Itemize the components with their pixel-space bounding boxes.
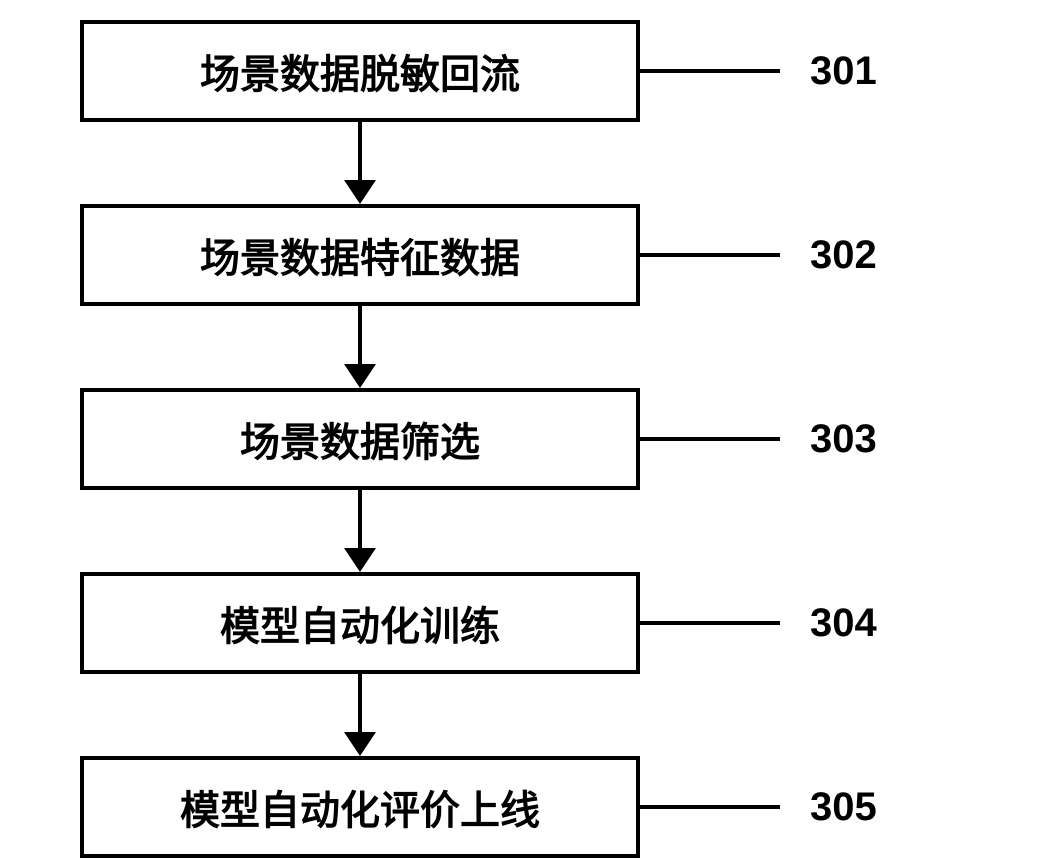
step-text-4: 模型自动化训练 [220, 605, 500, 649]
arrow-head-icon-2 [344, 364, 376, 388]
arrow-container-2 [80, 306, 640, 388]
step-label-5: 305 [810, 785, 877, 830]
step-label-3: 303 [810, 417, 877, 462]
arrow-head-icon-4 [344, 732, 376, 756]
step-box-1: 场景数据脱敏回流 [80, 20, 640, 122]
step-row-4: 模型自动化训练 304 [80, 572, 877, 674]
label-connector-5 [640, 805, 780, 809]
arrow-line-4 [358, 674, 362, 732]
step-text-2: 场景数据特征数据 [200, 237, 520, 281]
step-row-2: 场景数据特征数据 302 [80, 204, 877, 306]
step-box-3: 场景数据筛选 [80, 388, 640, 490]
step-box-2: 场景数据特征数据 [80, 204, 640, 306]
arrow-2 [344, 306, 376, 388]
label-connector-3 [640, 437, 780, 441]
step-label-4: 304 [810, 601, 877, 646]
flowchart-container: 场景数据脱敏回流 301 场景数据特征数据 302 场景数据筛选 303 [80, 20, 877, 858]
label-connector-2 [640, 253, 780, 257]
arrow-1 [344, 122, 376, 204]
label-connector-1 [640, 69, 780, 73]
arrow-container-4 [80, 674, 640, 756]
arrow-line-1 [358, 122, 362, 180]
arrow-head-icon-3 [344, 548, 376, 572]
label-connector-4 [640, 621, 780, 625]
arrow-container-1 [80, 122, 640, 204]
step-row-3: 场景数据筛选 303 [80, 388, 877, 490]
arrow-head-icon-1 [344, 180, 376, 204]
arrow-4 [344, 674, 376, 756]
arrow-line-2 [358, 306, 362, 364]
step-text-1: 场景数据脱敏回流 [200, 53, 520, 97]
step-label-1: 301 [810, 49, 877, 94]
step-text-5: 模型自动化评价上线 [180, 789, 540, 833]
step-label-2: 302 [810, 233, 877, 278]
arrow-3 [344, 490, 376, 572]
arrow-container-3 [80, 490, 640, 572]
arrow-line-3 [358, 490, 362, 548]
step-row-1: 场景数据脱敏回流 301 [80, 20, 877, 122]
step-box-4: 模型自动化训练 [80, 572, 640, 674]
step-text-3: 场景数据筛选 [240, 421, 480, 465]
